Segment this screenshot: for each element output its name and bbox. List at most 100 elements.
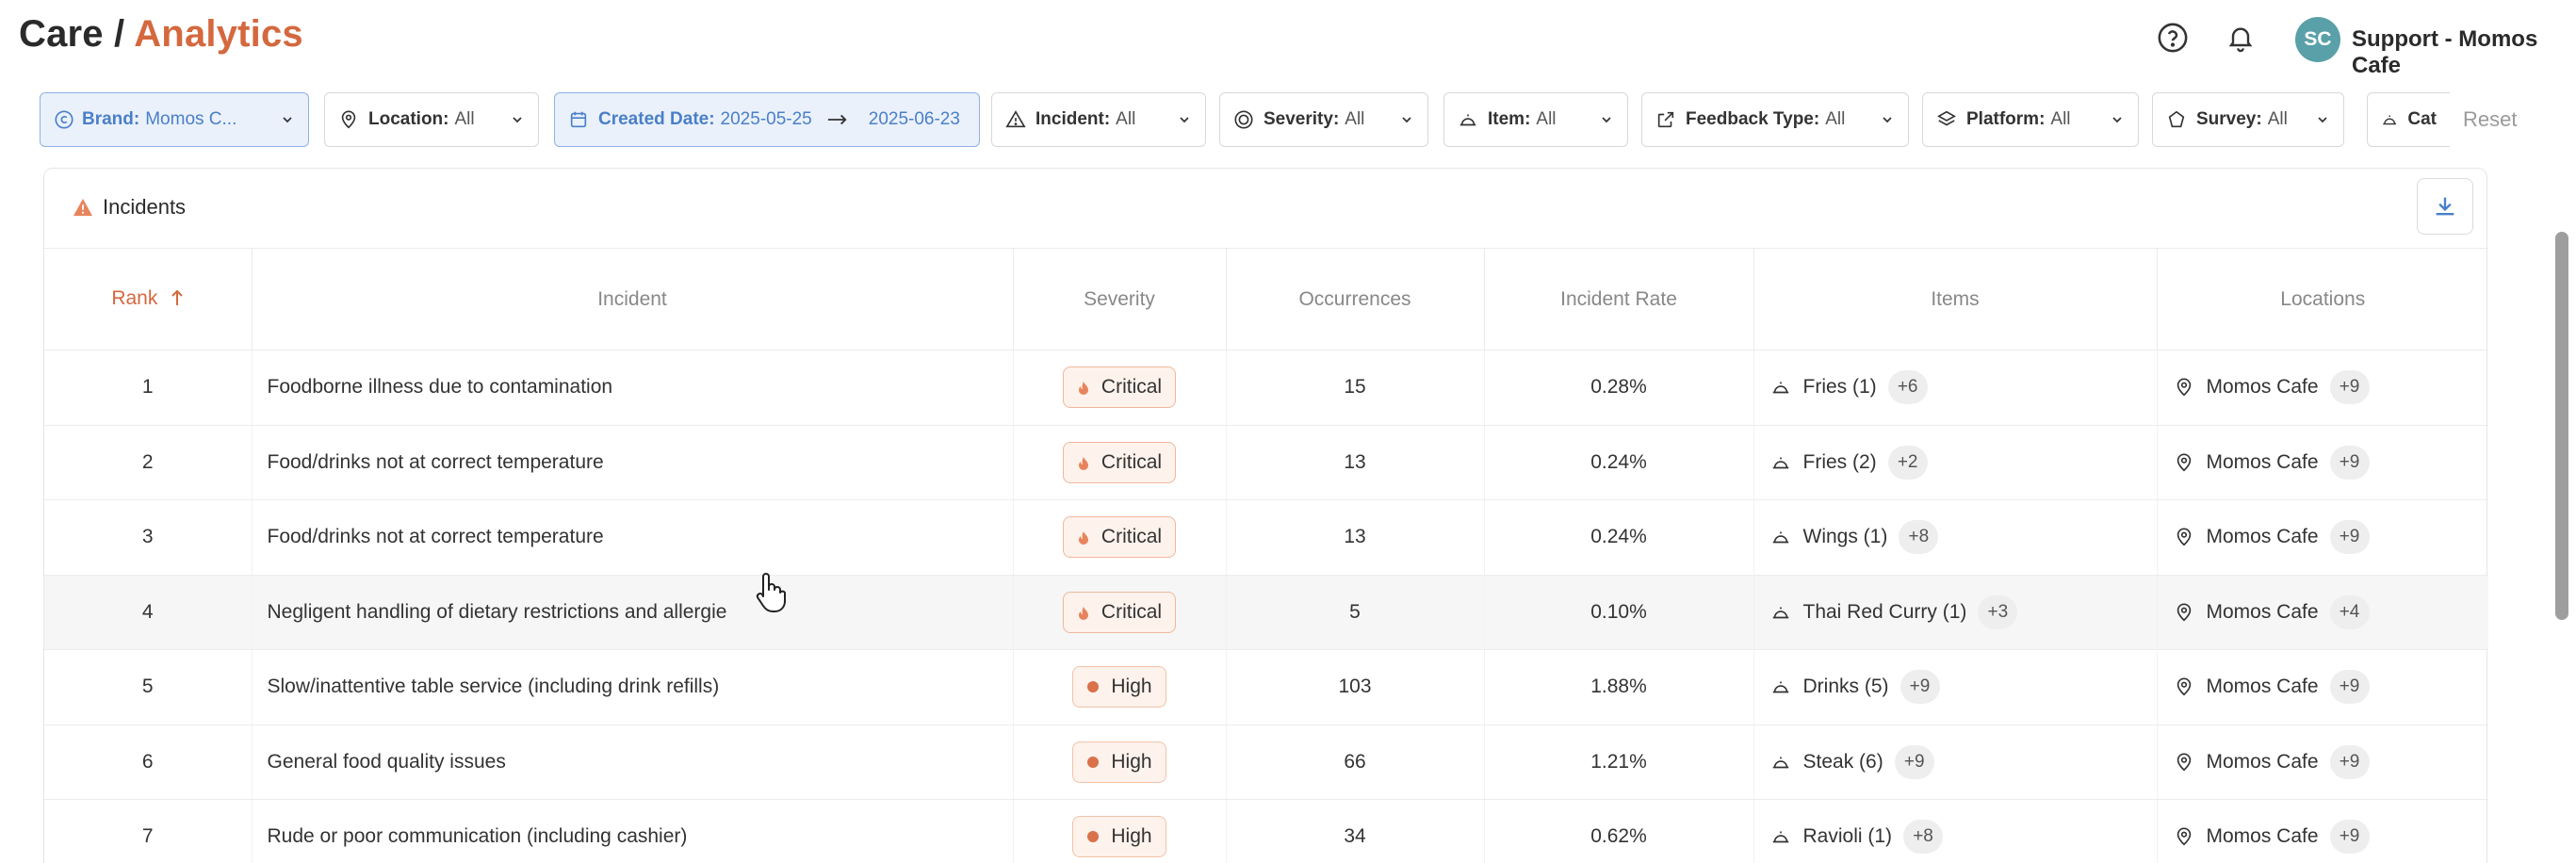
items-cell: Thai Red Curry (1) +3 (1753, 575, 2158, 650)
incident-cell[interactable]: Rude or poor communication (including ca… (252, 799, 1014, 863)
chevron-down-icon (2304, 112, 2330, 127)
card-title: Incidents (73, 195, 186, 220)
incident-rate-cell: 0.62% (1484, 799, 1754, 863)
items-cell: Steak (6) +9 (1753, 725, 2158, 800)
item-name: Steak (6) (1802, 750, 1883, 773)
table-row[interactable]: 7 Rude or poor communication (including c… (44, 799, 2488, 863)
more-locations-badge[interactable]: +9 (2329, 520, 2370, 555)
incident-filter-value: All (1116, 109, 1136, 129)
more-locations-badge[interactable]: +4 (2329, 594, 2370, 629)
location-pin-icon (2173, 451, 2195, 474)
incident-cell[interactable]: Food/drinks not at correct temperature (252, 425, 1014, 500)
column-header-locations[interactable]: Locations (2157, 248, 2488, 350)
table-row[interactable]: 5 Slow/inattentive table service (includi… (44, 649, 2488, 725)
created-date-end[interactable]: 2025-06-23 (868, 109, 960, 129)
more-items-badge[interactable]: +9 (1894, 744, 1934, 779)
more-locations-badge[interactable]: +9 (2329, 744, 2370, 779)
incident-cell[interactable]: Slow/inattentive table service (includin… (252, 649, 1014, 725)
severity-cell: High (1013, 725, 1227, 800)
items-cell: Ravioli (1) +8 (1753, 799, 2158, 863)
chevron-down-icon (1588, 112, 1614, 127)
scrollbar-thumb[interactable] (2555, 232, 2568, 620)
more-locations-badge[interactable]: +9 (2329, 445, 2370, 480)
more-locations-badge[interactable]: +9 (2329, 370, 2370, 405)
locations-cell: Momos Cafe +9 (2157, 499, 2488, 576)
item-filter[interactable]: Item: All (1443, 92, 1628, 147)
severity-cell: Critical (1013, 499, 1227, 576)
incident-cell[interactable]: Foodborne illness due to contamination (252, 350, 1014, 426)
more-items-badge[interactable]: +8 (1899, 520, 1939, 555)
dot-icon (1086, 830, 1100, 843)
item-name: Fries (1) (1802, 376, 1877, 399)
column-header-items[interactable]: Items (1753, 248, 2158, 350)
user-name[interactable]: Support - Momos Cafe (2352, 26, 2538, 78)
flame-icon (1077, 606, 1090, 620)
location-pin-icon (2173, 751, 2195, 773)
table-row[interactable]: 4 Negligent handling of dietary restricti… (44, 575, 2488, 650)
arrow-right-icon (827, 114, 848, 125)
table-row[interactable]: 6 General food quality issues High 66 1.21% S… (44, 725, 2488, 800)
breadcrumb-care[interactable]: Care / (19, 13, 125, 55)
occurrences-cell: 15 (1226, 350, 1485, 426)
created-date-start[interactable]: 2025-05-25 (720, 109, 812, 129)
locations-cell: Momos Cafe +9 (2157, 799, 2488, 863)
more-items-badge[interactable]: +8 (1903, 820, 1944, 855)
severity-filter-value: All (1345, 109, 1365, 129)
more-items-badge[interactable]: +2 (1887, 445, 1928, 480)
severity-label: Critical (1101, 450, 1163, 473)
severity-cell: High (1013, 799, 1227, 863)
location-filter[interactable]: Location: All (324, 92, 539, 147)
platform-filter[interactable]: Platform: All (1922, 92, 2139, 147)
table-row[interactable]: 3 Food/drinks not at correct temperature C… (44, 499, 2488, 576)
column-header-rank[interactable]: Rank (44, 248, 253, 350)
chevron-down-icon (269, 112, 295, 127)
created-date-filter[interactable]: Created Date: 2025-05-25 2025-06-23 (554, 92, 980, 147)
column-header-incident[interactable]: Incident (252, 248, 1014, 350)
survey-filter[interactable]: Survey: All (2152, 92, 2344, 147)
breadcrumb-analytics: Analytics (134, 13, 303, 55)
incidents-table: Rank Incident Severity Occurrences Incid… (44, 248, 2488, 863)
dot-icon (1086, 756, 1100, 769)
severity-icon (1234, 110, 1253, 129)
table-row[interactable]: 2 Food/drinks not at correct temperature C… (44, 425, 2488, 500)
incident-cell[interactable]: Negligent handling of dietary restrictio… (252, 575, 1014, 650)
more-items-badge[interactable]: +3 (1978, 594, 2018, 629)
feedback-type-filter-value: All (1825, 109, 1846, 129)
occurrences-cell: 5 (1226, 575, 1485, 650)
help-circle-icon[interactable] (2154, 19, 2192, 57)
brand-filter[interactable]: Brand: Momos C... (40, 92, 309, 147)
location-filter-value: All (454, 109, 475, 129)
incident-cell[interactable]: General food quality issues (252, 725, 1014, 800)
survey-filter-value: All (2267, 109, 2288, 129)
severity-cell: High (1013, 649, 1227, 725)
more-items-badge[interactable]: +6 (1887, 370, 1928, 405)
item-filter-label: Item: (1488, 109, 1531, 129)
download-button[interactable] (2417, 178, 2473, 235)
severity-filter-label: Severity: (1264, 109, 1340, 129)
rank-cell: 5 (44, 649, 253, 725)
avatar[interactable]: SC (2295, 17, 2340, 62)
feedback-type-filter[interactable]: Feedback Type: All (1641, 92, 1909, 147)
more-items-badge[interactable]: +9 (1899, 670, 1940, 705)
page-header: Care / Analytics SC Support - Momos Cafe (0, 0, 2576, 83)
incident-filter[interactable]: Incident: All (991, 92, 1206, 147)
location-filter-label: Location: (368, 109, 449, 129)
flame-icon (1077, 381, 1090, 396)
items-cell: Wings (1) +8 (1753, 499, 2158, 576)
more-locations-badge[interactable]: +9 (2329, 670, 2370, 705)
category-filter[interactable]: Cat (2367, 92, 2450, 147)
column-header-severity[interactable]: Severity (1013, 248, 1227, 350)
reset-button[interactable]: Reset (2463, 107, 2518, 131)
survey-filter-label: Survey: (2196, 109, 2262, 129)
item-name: Fries (2) (1802, 450, 1877, 473)
severity-filter[interactable]: Severity: All (1219, 92, 1428, 147)
bell-icon[interactable] (2222, 19, 2259, 57)
item-name: Wings (1) (1802, 526, 1888, 548)
incident-cell[interactable]: Food/drinks not at correct temperature (252, 499, 1014, 576)
column-header-occurrences[interactable]: Occurrences (1226, 248, 1485, 350)
brand-icon (55, 110, 73, 129)
more-locations-badge[interactable]: +9 (2329, 820, 2370, 855)
table-row[interactable]: 1 Foodborne illness due to contamination C… (44, 350, 2488, 426)
incident-rate-cell: 0.24% (1484, 425, 1754, 500)
column-header-incident-rate[interactable]: Incident Rate (1484, 248, 1754, 350)
